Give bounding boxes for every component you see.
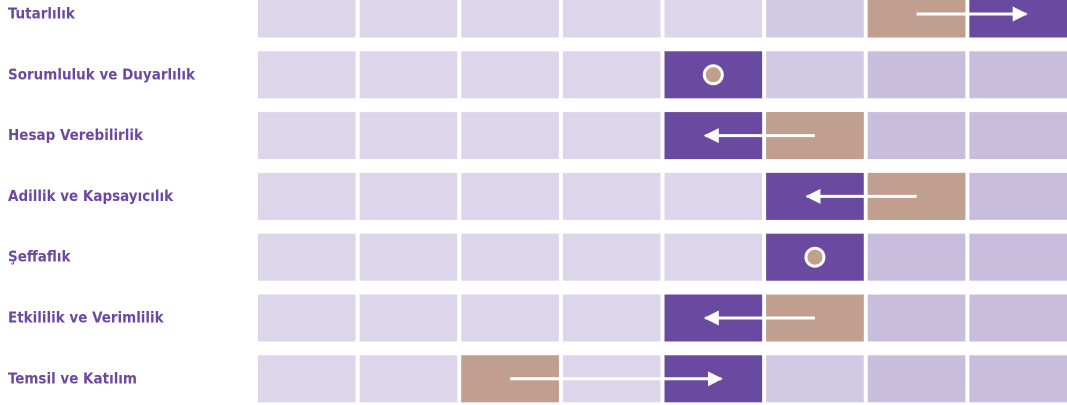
background-cell	[969, 112, 1067, 160]
background-cell	[562, 0, 661, 38]
row-label: Hesap Verebilirlik	[8, 126, 144, 144]
background-cell	[359, 233, 458, 281]
row-label: Tutarlılık	[8, 5, 76, 23]
background-cell	[664, 0, 763, 38]
row-label: Adillik ve Kapsayıcılık	[8, 187, 174, 205]
background-cell	[258, 0, 356, 38]
row-label: Etkililik ve Verimlilik	[8, 309, 165, 327]
background-cell	[867, 355, 966, 403]
background-cell	[969, 294, 1067, 342]
background-cell	[359, 51, 458, 99]
background-cell	[867, 112, 966, 160]
background-cell	[359, 112, 458, 160]
background-cell	[461, 0, 559, 38]
background-cell	[562, 51, 661, 99]
background-cell	[258, 294, 356, 342]
background-cell	[461, 233, 559, 281]
background-cell	[766, 0, 864, 38]
background-cell	[258, 51, 356, 99]
background-cell	[461, 294, 559, 342]
background-cell	[867, 51, 966, 99]
background-cell	[562, 172, 661, 220]
background-cell	[359, 294, 458, 342]
background-cell	[562, 112, 661, 160]
background-cell	[969, 355, 1067, 403]
background-cell	[664, 172, 763, 220]
background-cell	[562, 233, 661, 281]
background-cell	[359, 355, 458, 403]
row-label: Sorumluluk ve Duyarlılık	[8, 65, 196, 83]
background-cell	[258, 112, 356, 160]
background-cell	[562, 294, 661, 342]
background-cell	[969, 233, 1067, 281]
background-cell	[867, 294, 966, 342]
background-cell	[766, 355, 864, 403]
background-cell	[461, 51, 559, 99]
background-cell	[969, 172, 1067, 220]
row-label: Şeffaflık	[8, 248, 72, 266]
background-cell	[766, 51, 864, 99]
background-cell	[664, 233, 763, 281]
background-cell	[867, 233, 966, 281]
background-cell	[258, 233, 356, 281]
background-cell	[258, 172, 356, 220]
background-cell	[969, 51, 1067, 99]
background-cell	[258, 355, 356, 403]
start-cell	[867, 0, 966, 38]
background-cell	[461, 112, 559, 160]
background-cell	[461, 172, 559, 220]
background-cell	[359, 0, 458, 38]
row-label: Temsil ve Katılım	[8, 369, 137, 387]
end-cell	[969, 0, 1067, 38]
no-change-dot	[804, 246, 826, 268]
background-cell	[359, 172, 458, 220]
no-change-dot	[702, 64, 724, 86]
